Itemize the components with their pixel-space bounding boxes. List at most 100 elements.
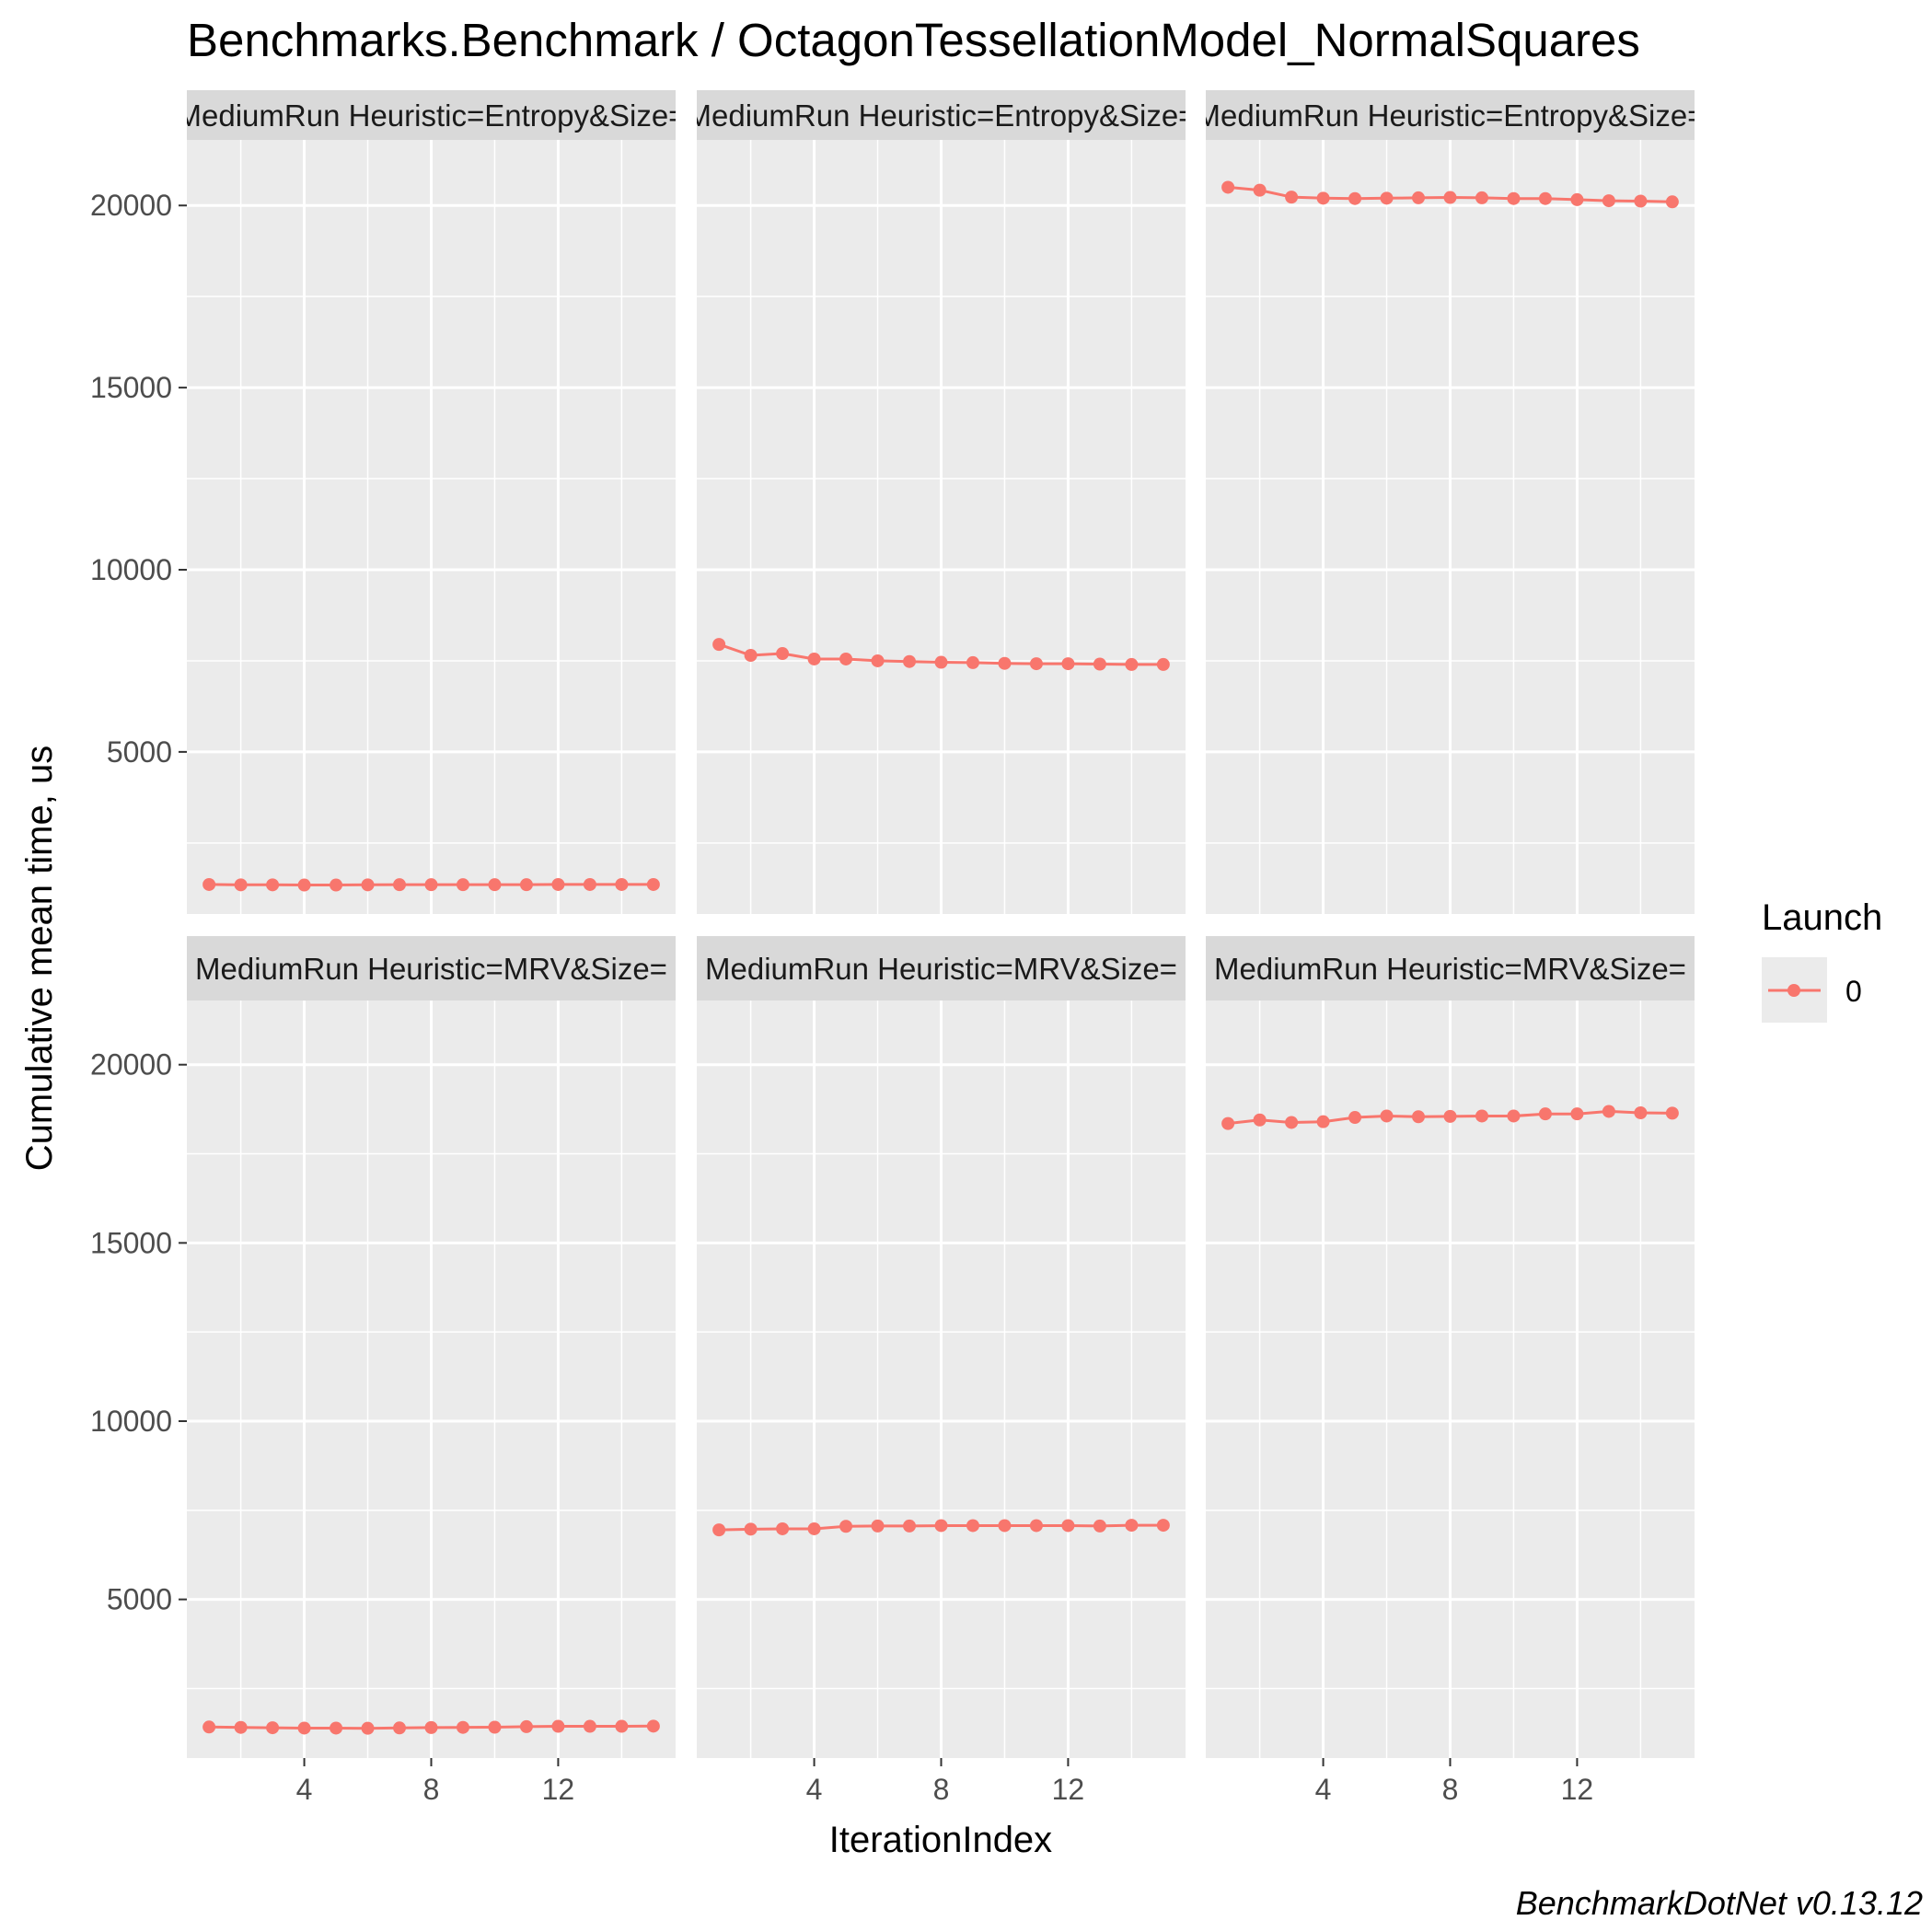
- strip-background: [1206, 90, 1695, 140]
- data-point: [646, 1719, 660, 1733]
- data-point: [234, 1720, 248, 1734]
- data-point: [903, 654, 917, 668]
- data-point: [1443, 191, 1457, 204]
- data-point: [1029, 657, 1043, 671]
- data-point: [744, 649, 758, 663]
- data-point: [934, 655, 948, 669]
- data-point: [1125, 657, 1139, 671]
- data-point: [393, 1721, 407, 1735]
- data-point: [1507, 191, 1521, 205]
- data-point: [744, 1522, 758, 1536]
- panel-grid: MediumRun Heuristic=Entropy&Size= 5000 100…: [90, 90, 1706, 1806]
- data-point: [1538, 1107, 1552, 1121]
- data-point: [1061, 1519, 1075, 1533]
- data-point: [1538, 191, 1552, 205]
- data-point: [488, 878, 502, 892]
- data-point: [424, 1720, 438, 1734]
- x-tick-label: 4: [296, 1773, 313, 1806]
- data-point: [297, 878, 311, 892]
- x-tick-label: 4: [1315, 1773, 1332, 1806]
- data-point: [1634, 194, 1648, 208]
- panel-5: MediumRun Heuristic=MRV&Size= 4 8 12: [697, 936, 1186, 1806]
- strip-label: MediumRun Heuristic=Entropy&Size=: [1196, 98, 1706, 133]
- data-point: [519, 1719, 533, 1733]
- data-point: [393, 878, 407, 892]
- y-tick-label: 5000: [107, 735, 172, 769]
- data-point: [966, 655, 979, 669]
- panel-6: MediumRun Heuristic=MRV&Size= 4 8 12: [1206, 936, 1695, 1806]
- data-point: [234, 878, 248, 892]
- legend-label: 0: [1845, 975, 1862, 1008]
- data-point: [1380, 191, 1394, 205]
- data-point: [1570, 1107, 1584, 1121]
- x-tick-label: 12: [542, 1773, 575, 1806]
- data-point: [1634, 1105, 1648, 1119]
- data-point: [1253, 1113, 1267, 1127]
- strip-label: MediumRun Heuristic=Entropy&Size=: [177, 98, 687, 133]
- data-point: [1125, 1519, 1139, 1533]
- legend: Launch 0: [1762, 897, 1882, 1023]
- strip-label: MediumRun Heuristic=MRV&Size=: [195, 952, 667, 986]
- x-axis-title: IterationIndex: [829, 1820, 1052, 1860]
- data-point: [551, 1719, 565, 1733]
- data-point: [998, 656, 1012, 670]
- y-tick-label: 20000: [90, 1048, 172, 1082]
- data-point: [1285, 1116, 1299, 1129]
- data-point: [1380, 1109, 1394, 1123]
- y-tick-label: 5000: [107, 1583, 172, 1616]
- x-tick-label: 8: [933, 1773, 950, 1806]
- data-point: [202, 877, 216, 891]
- data-point: [1316, 1115, 1330, 1128]
- panel-1: MediumRun Heuristic=Entropy&Size= 5000 100…: [90, 90, 687, 914]
- legend-key-point: [1787, 984, 1800, 997]
- data-point: [712, 638, 726, 652]
- data-point: [1570, 192, 1584, 206]
- strip-label: MediumRun Heuristic=MRV&Size=: [705, 952, 1177, 986]
- legend-title: Launch: [1762, 897, 1882, 938]
- data-point: [488, 1720, 502, 1734]
- data-point: [776, 1521, 790, 1535]
- data-point: [712, 1523, 726, 1537]
- data-point: [1316, 191, 1330, 205]
- data-point: [1253, 183, 1267, 197]
- data-point: [583, 877, 596, 891]
- x-tick-label: 8: [1442, 1773, 1459, 1806]
- data-point: [361, 1721, 375, 1735]
- panel-4: MediumRun Heuristic=MRV&Size= 5000 10000 15…: [90, 936, 676, 1806]
- y-tick-label: 20000: [90, 189, 172, 222]
- data-point: [202, 1720, 216, 1734]
- data-point: [551, 877, 565, 891]
- data-point: [776, 647, 790, 661]
- data-point: [330, 1721, 343, 1735]
- panel-3: MediumRun Heuristic=Entropy&Size=: [1196, 90, 1706, 914]
- data-point: [1475, 1109, 1488, 1123]
- data-point: [1665, 195, 1679, 209]
- data-point: [807, 1521, 821, 1535]
- data-point: [361, 878, 375, 892]
- data-point: [1093, 657, 1106, 671]
- data-point: [1602, 1105, 1615, 1118]
- data-point: [615, 877, 629, 891]
- data-point: [1285, 191, 1299, 204]
- data-point: [1093, 1519, 1106, 1533]
- data-point: [871, 654, 885, 667]
- x-tick-label: 4: [806, 1773, 823, 1806]
- data-point: [456, 878, 469, 892]
- data-point: [871, 1519, 885, 1533]
- data-point: [1061, 657, 1075, 671]
- data-point: [998, 1519, 1012, 1533]
- strip-background: [187, 90, 676, 140]
- data-point: [266, 1721, 280, 1735]
- panel-2: MediumRun Heuristic=Entropy&Size=: [697, 90, 1186, 914]
- data-point: [807, 652, 821, 665]
- chart-title: Benchmarks.Benchmark / OctagonTessellati…: [187, 14, 1640, 66]
- data-point: [1412, 191, 1426, 204]
- strip-background: [697, 90, 1186, 140]
- data-point: [1348, 1111, 1362, 1125]
- data-point: [297, 1721, 311, 1735]
- data-point: [615, 1719, 629, 1733]
- x-tick-label: 12: [1052, 1773, 1085, 1806]
- y-tick-label: 15000: [90, 1226, 172, 1259]
- data-point: [1221, 180, 1235, 194]
